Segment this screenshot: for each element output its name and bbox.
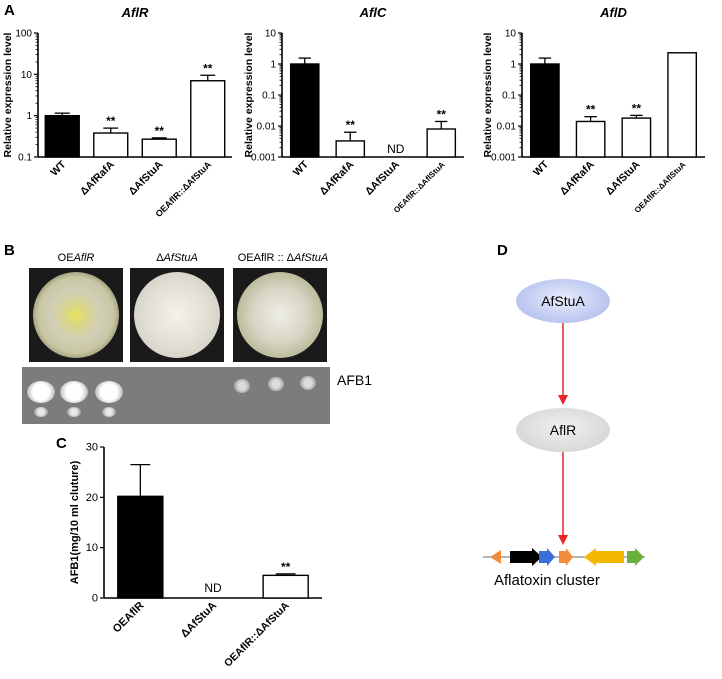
- significance-label: **: [632, 101, 642, 115]
- plate-label-oeaflr-afstua: OEAflR :: ΔAfStuA: [237, 252, 329, 264]
- y-tick-label: 0.1: [262, 91, 276, 102]
- plate-image-oeaflr: [29, 268, 123, 362]
- plate-image-oeaflr-afstua: [233, 268, 327, 362]
- bar: [575, 120, 606, 158]
- gene-arrow-5: [584, 548, 624, 566]
- gene-arrow-6: [627, 548, 644, 566]
- gene-arrow-3: [539, 548, 555, 566]
- bar: [190, 80, 226, 158]
- y-tick-label: 100: [15, 29, 32, 40]
- y-tick-label: 10: [505, 29, 517, 40]
- tlc-plate-image: [22, 367, 330, 424]
- chart-title: AflC: [359, 5, 387, 20]
- aflatoxin-cluster-label: Aflatoxin cluster: [494, 572, 600, 589]
- y-tick-label: 0.001: [251, 153, 276, 164]
- bar: [289, 63, 320, 158]
- panel-letter-c: C: [56, 435, 67, 452]
- not-detected-label: ND: [387, 142, 405, 156]
- node-afstua: AfStuA: [516, 279, 610, 323]
- chart-title: AflR: [121, 5, 149, 20]
- y-tick-label: 0: [92, 593, 98, 605]
- panel-letter-b: B: [4, 242, 15, 259]
- bar: [529, 63, 560, 158]
- y-tick-label: 10: [86, 542, 98, 554]
- arrowhead-2: [558, 535, 568, 545]
- y-tick-label: 1: [270, 60, 276, 71]
- significance-label: **: [586, 103, 596, 117]
- panel-letter-d: D: [497, 242, 508, 259]
- bar: [667, 52, 698, 158]
- y-tick-label: 1: [510, 60, 516, 71]
- node-aflr: AflR: [516, 408, 610, 452]
- y-axis-label: AFB1(mg/10 ml cluture): [69, 460, 81, 584]
- gene-arrow-1: [490, 550, 501, 564]
- arrowhead-1: [558, 395, 568, 405]
- y-tick-label: 0.01: [257, 122, 277, 133]
- y-tick-label: 20: [86, 492, 98, 504]
- chart-title: AflD: [599, 5, 627, 20]
- gene-arrow-2: [510, 548, 542, 566]
- y-tick-label: 1: [26, 111, 32, 122]
- y-tick-label: 0.1: [502, 91, 516, 102]
- significance-label: **: [281, 560, 291, 574]
- plate-label-afstua: ΔAfStuA: [156, 252, 198, 264]
- significance-label: **: [155, 124, 165, 138]
- significance-label: **: [437, 107, 447, 121]
- bar: [44, 114, 80, 158]
- significance-label: **: [203, 61, 213, 75]
- bar: [621, 117, 652, 158]
- gene-arrow-4: [559, 548, 573, 566]
- plate-image-afstua: [130, 268, 224, 362]
- y-tick-label: 10: [21, 70, 33, 81]
- bar: [117, 495, 164, 599]
- significance-label: **: [346, 118, 356, 132]
- not-detected-label: ND: [204, 581, 222, 595]
- y-tick-label: 0.1: [18, 153, 32, 164]
- panel-letter-a: A: [4, 2, 15, 19]
- y-axis-label: Relative expression level: [243, 32, 255, 157]
- tlc-afb1-label: AFB1: [337, 372, 373, 388]
- y-tick-label: 30: [86, 442, 98, 454]
- y-tick-label: 0.001: [491, 153, 516, 164]
- y-tick-label: 10: [265, 29, 277, 40]
- significance-label: **: [106, 114, 116, 128]
- y-axis-label: Relative expression level: [482, 32, 494, 157]
- plate-label-oeaflr: OEAflR: [57, 252, 95, 264]
- y-tick-label: 0.01: [497, 122, 517, 133]
- y-axis-label: Relative expression level: [2, 32, 14, 157]
